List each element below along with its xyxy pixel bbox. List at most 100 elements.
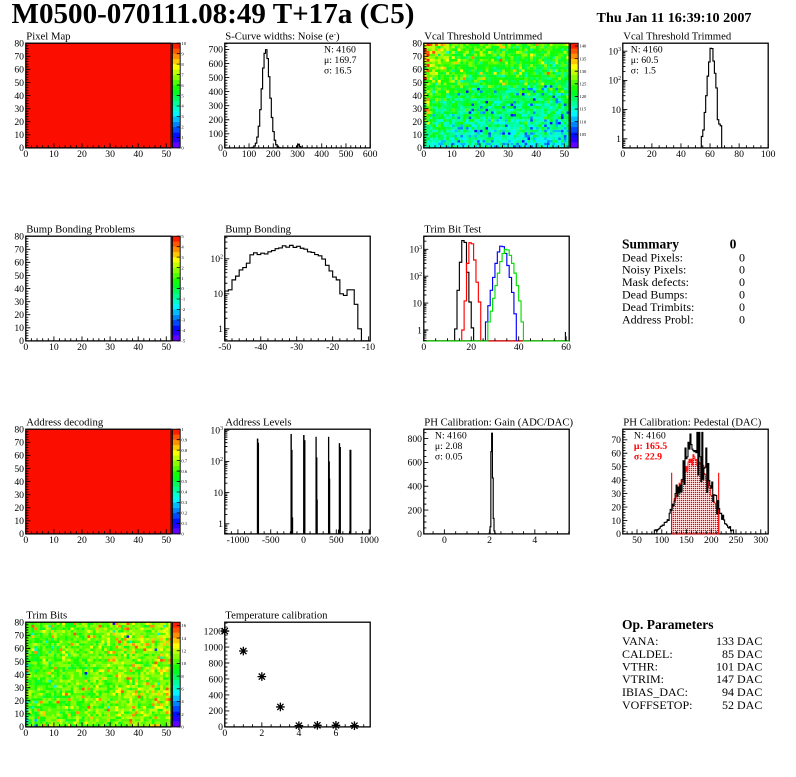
- svg-text:Vcal Threshold Trimmed: Vcal Threshold Trimmed: [623, 30, 732, 42]
- svg-text:0: 0: [739, 300, 745, 314]
- svg-text:Address Levels: Address Levels: [225, 416, 291, 428]
- svg-text:5: 5: [181, 234, 184, 239]
- svg-text:40: 40: [531, 149, 541, 160]
- svg-text:30: 30: [14, 297, 24, 308]
- svg-text:40: 40: [133, 342, 143, 353]
- svg-text:Dead Bumps:: Dead Bumps:: [622, 288, 688, 302]
- svg-text:800: 800: [407, 434, 422, 445]
- svg-text:14: 14: [181, 636, 186, 641]
- svg-text:60: 60: [611, 449, 621, 460]
- svg-text:80: 80: [412, 39, 422, 50]
- svg-text:10: 10: [14, 709, 24, 720]
- svg-text:5: 5: [181, 93, 184, 98]
- svg-text:200: 200: [208, 706, 223, 717]
- svg-text:VTHR:: VTHR:: [622, 660, 658, 674]
- svg-text:0.4: 0.4: [181, 490, 187, 495]
- svg-text:70: 70: [14, 631, 24, 642]
- svg-text:30: 30: [105, 535, 115, 546]
- svg-text:102: 102: [608, 76, 621, 87]
- svg-text:60: 60: [14, 644, 24, 655]
- svg-text:10: 10: [412, 298, 422, 309]
- svg-text:60: 60: [561, 342, 571, 353]
- svg-text:Noisy Pixels:: Noisy Pixels:: [622, 263, 686, 277]
- svg-text:20: 20: [77, 342, 87, 353]
- svg-text:PH Calibration: Gain (ADC/DAC): PH Calibration: Gain (ADC/DAC): [424, 416, 573, 428]
- svg-text:500: 500: [329, 535, 344, 546]
- svg-text:0: 0: [301, 535, 306, 546]
- svg-text:133: 133: [716, 634, 734, 648]
- svg-text:7: 7: [181, 72, 184, 77]
- svg-text:2: 2: [259, 728, 264, 739]
- svg-text:80: 80: [14, 618, 24, 629]
- svg-text:70: 70: [412, 52, 422, 63]
- svg-text:PH Calibration: Pedestal (DAC): PH Calibration: Pedestal (DAC): [623, 416, 761, 428]
- svg-text:125: 125: [579, 82, 587, 87]
- svg-text:DAC: DAC: [737, 634, 762, 648]
- svg-text:150: 150: [679, 535, 694, 546]
- svg-text:110: 110: [579, 119, 586, 124]
- svg-text:20: 20: [14, 310, 24, 321]
- svg-text:400: 400: [208, 690, 223, 701]
- svg-text:0: 0: [181, 532, 184, 537]
- svg-text:0: 0: [23, 149, 28, 160]
- svg-text:Dead Trimbits:: Dead Trimbits:: [622, 300, 694, 314]
- svg-text:Trim Bits: Trim Bits: [26, 609, 67, 621]
- svg-text:50: 50: [559, 149, 569, 160]
- svg-text:10: 10: [447, 149, 457, 160]
- svg-text:3: 3: [181, 255, 184, 260]
- svg-text:85: 85: [722, 647, 734, 661]
- svg-text:600: 600: [407, 458, 422, 469]
- svg-text:0: 0: [181, 286, 184, 291]
- svg-text:10: 10: [49, 342, 59, 353]
- svg-text:0: 0: [421, 149, 426, 160]
- svg-text:147: 147: [716, 672, 734, 686]
- svg-text:4: 4: [296, 728, 301, 739]
- svg-text:102: 102: [210, 457, 223, 468]
- svg-text:30: 30: [503, 149, 513, 160]
- svg-text:20: 20: [647, 149, 657, 160]
- svg-text:0.8: 0.8: [181, 448, 187, 453]
- svg-text:8: 8: [181, 62, 184, 67]
- svg-text:80: 80: [14, 425, 24, 436]
- svg-text:50: 50: [632, 535, 642, 546]
- svg-text:135: 135: [579, 56, 587, 61]
- svg-text:Op. Parameters: Op. Parameters: [622, 617, 713, 632]
- svg-text:N: 4160: N: 4160: [631, 45, 663, 56]
- svg-text:40: 40: [412, 91, 422, 102]
- svg-text:40: 40: [514, 342, 524, 353]
- svg-text:-1: -1: [181, 297, 186, 302]
- svg-text:0: 0: [739, 312, 745, 326]
- svg-text:60: 60: [412, 65, 422, 76]
- svg-text:3: 3: [181, 114, 184, 119]
- svg-text:200: 200: [407, 505, 422, 516]
- svg-text:10: 10: [49, 535, 59, 546]
- svg-text:0: 0: [23, 342, 28, 353]
- svg-text:0: 0: [730, 237, 737, 252]
- svg-text:250: 250: [729, 535, 744, 546]
- svg-text:-10: -10: [362, 342, 375, 353]
- svg-text:500: 500: [339, 149, 354, 160]
- svg-text:70: 70: [14, 438, 24, 449]
- svg-text:10: 10: [213, 488, 223, 499]
- svg-text:20: 20: [14, 696, 24, 707]
- svg-text:-3: -3: [181, 318, 186, 323]
- svg-text:Mask defects:: Mask defects:: [622, 275, 689, 289]
- svg-text:30: 30: [412, 104, 422, 115]
- svg-text:-40: -40: [254, 342, 267, 353]
- svg-text:30: 30: [105, 728, 115, 739]
- svg-text:16: 16: [181, 623, 186, 628]
- svg-text:N: 4160: N: 4160: [435, 431, 467, 442]
- svg-text:Trim Bit Test: Trim Bit Test: [424, 223, 481, 235]
- svg-text:100: 100: [655, 535, 670, 546]
- svg-text:DAC: DAC: [737, 672, 762, 686]
- svg-text:70: 70: [14, 52, 24, 63]
- svg-text:300: 300: [754, 535, 769, 546]
- svg-text:0: 0: [739, 275, 745, 289]
- svg-text:Address Probl:: Address Probl:: [622, 312, 694, 326]
- svg-text:200: 200: [208, 115, 223, 126]
- svg-text:μ: 60.5: μ: 60.5: [631, 55, 659, 66]
- svg-text:Bump Bonding: Bump Bonding: [225, 223, 291, 235]
- svg-text:0: 0: [218, 143, 223, 154]
- svg-text:52: 52: [722, 698, 734, 712]
- svg-text:10: 10: [181, 661, 186, 666]
